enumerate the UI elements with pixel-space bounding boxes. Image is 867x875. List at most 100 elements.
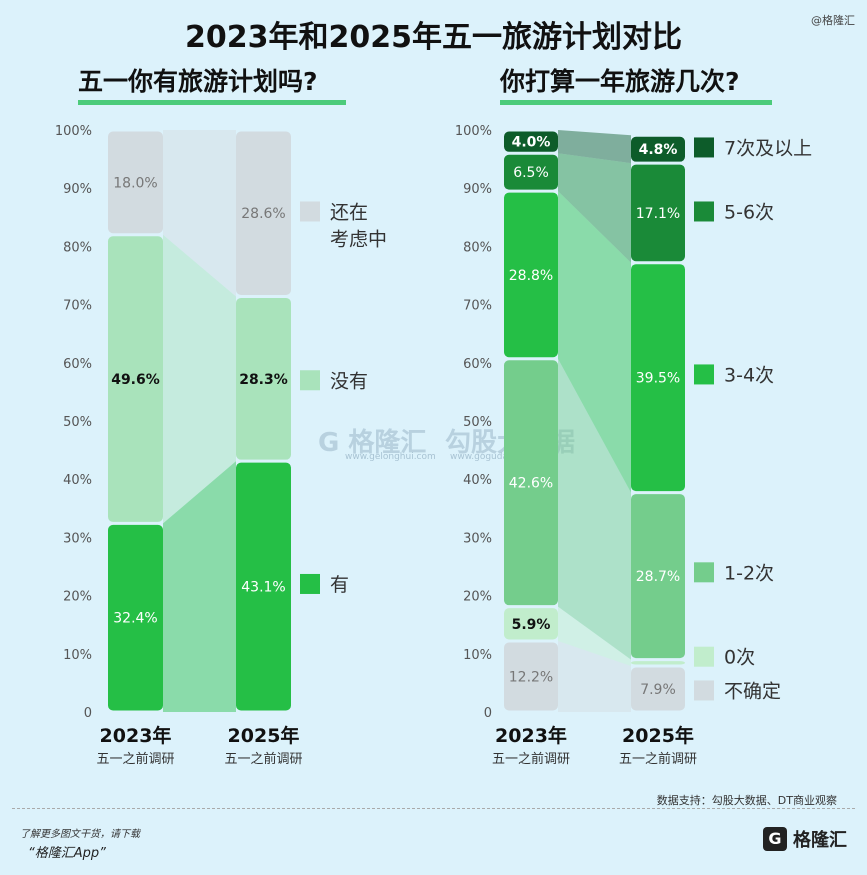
data-label: 6.5% — [513, 165, 549, 181]
bar-segment — [631, 164, 685, 262]
right-subtitle-underline — [500, 100, 772, 105]
data-label: 28.8% — [509, 268, 553, 284]
legend-swatch — [694, 364, 714, 385]
y-tick-label: 100% — [55, 124, 92, 139]
legend-label: 不确定 — [724, 680, 781, 702]
y-tick-label: 20% — [63, 590, 92, 605]
bar-segment — [631, 494, 685, 659]
y-tick-label: 10% — [63, 648, 92, 663]
bar-segment — [504, 192, 558, 358]
data-label: 17.1% — [636, 206, 680, 222]
data-label: 5.9% — [512, 617, 551, 633]
legend-swatch — [694, 137, 714, 158]
y-tick-label: 0 — [484, 706, 492, 721]
legend-swatch — [694, 646, 714, 667]
logo-text: 格隆汇 — [793, 830, 847, 851]
legend-swatch — [694, 680, 714, 701]
bar-segment — [504, 360, 558, 606]
legend-label: 0次 — [724, 647, 755, 669]
bar-segment — [504, 154, 558, 190]
brand-logo: G 格隆汇 — [763, 826, 847, 852]
y-tick-label: 30% — [63, 531, 92, 546]
bar-segment — [504, 608, 558, 640]
y-tick-label: 0 — [84, 706, 92, 721]
y-tick-label: 70% — [463, 299, 492, 314]
flow-band — [163, 234, 236, 524]
category-label: 2025年 — [622, 724, 694, 747]
flow-band — [163, 461, 236, 712]
category-sublabel: 五一之前调研 — [96, 751, 174, 767]
bar-segment — [236, 462, 291, 711]
legend-label: 7次及以上 — [724, 137, 812, 159]
legend-swatch — [300, 201, 320, 222]
y-tick-label: 60% — [463, 357, 492, 372]
watermark-site2: www.gogudata.com — [450, 452, 540, 462]
bar-segment — [108, 524, 163, 711]
category-label: 2023年 — [495, 724, 567, 747]
bar-segment — [631, 661, 685, 665]
flow-band — [558, 606, 631, 667]
source-note: 数据支持：勾股大数据、DT商业观察 — [656, 794, 837, 807]
y-tick-label: 100% — [455, 124, 492, 139]
bar-segment — [236, 131, 291, 295]
category-label: 2025年 — [228, 724, 300, 747]
legend-swatch — [694, 562, 714, 583]
y-tick-label: 40% — [463, 473, 492, 488]
watermark-brand: G 格隆汇 — [318, 428, 427, 458]
legend-swatch — [694, 201, 714, 222]
legend-label: 5-6次 — [724, 201, 774, 223]
charts-svg: 0 10% 20% 30% 40% 50% 60% 70% 80% 90% 100% 32.4% 49.… — [55, 124, 812, 767]
footer-line1: 了解更多图文干货，请下载 — [20, 829, 140, 840]
flow-band — [558, 640, 631, 712]
y-tick-label: 30% — [463, 531, 492, 546]
flow-band — [163, 130, 236, 297]
y-tick-label: 80% — [63, 240, 92, 255]
bar-segment — [236, 297, 291, 460]
left-subtitle-underline — [78, 100, 346, 105]
bar-segment — [631, 667, 685, 711]
legend-label: 还在 — [330, 201, 368, 223]
watermark-site: www.gelonghui.com — [345, 452, 436, 462]
y-tick-label: 90% — [63, 182, 92, 197]
bar-segment — [631, 136, 685, 162]
logo-icon: G — [763, 827, 787, 851]
legend-swatch — [300, 370, 320, 391]
left-chart-subtitle: 五一你有旅游计划吗? — [78, 67, 318, 96]
bar-segment — [504, 131, 558, 152]
data-label: 12.2% — [509, 669, 553, 685]
data-label: 18.0% — [113, 175, 157, 191]
bar-segment — [108, 131, 163, 234]
flow-band — [558, 153, 631, 263]
category-sublabel: 五一之前调研 — [619, 751, 697, 767]
data-label: 43.1% — [241, 580, 285, 596]
data-label: 39.5% — [636, 371, 680, 387]
legend-swatch — [300, 573, 320, 594]
y-tick-label: 70% — [63, 299, 92, 314]
y-tick-label: 60% — [63, 357, 92, 372]
bar-segment — [504, 642, 558, 711]
flow-band — [558, 358, 631, 660]
category-sublabel: 五一之前调研 — [224, 751, 302, 767]
y-tick-label: 50% — [63, 415, 92, 430]
flow-band — [558, 191, 631, 493]
legend-label: 有 — [330, 574, 349, 596]
y-tick-label: 20% — [463, 590, 492, 605]
data-label: 4.0% — [512, 135, 551, 151]
data-label: 4.8% — [639, 142, 678, 158]
data-label: 7.9% — [640, 682, 676, 698]
watermark-label: @格隆汇 — [811, 14, 855, 27]
data-label: 28.3% — [239, 372, 288, 388]
category-label: 2023年 — [100, 724, 172, 747]
category-sublabel: 五一之前调研 — [492, 751, 570, 767]
legend-label: 1-2次 — [724, 562, 774, 584]
y-tick-label: 80% — [463, 240, 492, 255]
flow-band — [558, 130, 631, 164]
legend-label: 3-4次 — [724, 364, 774, 386]
data-label: 32.4% — [113, 611, 157, 627]
bar-segment — [108, 236, 163, 522]
legend-label: 考虑中 — [330, 228, 387, 250]
bar-segment — [631, 264, 685, 492]
footer-line2: “格隆汇App” — [28, 846, 106, 861]
chart-title: 2023年和2025年五一旅游计划对比 — [185, 20, 682, 55]
y-tick-label: 10% — [463, 648, 492, 663]
